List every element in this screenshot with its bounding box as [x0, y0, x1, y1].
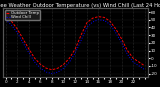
Legend: Outdoor Temp, Wind Chill: Outdoor Temp, Wind Chill [5, 10, 40, 20]
Title: Milwaukee Weather Outdoor Temperature (vs) Wind Chill (Last 24 Hours): Milwaukee Weather Outdoor Temperature (v… [0, 3, 160, 8]
